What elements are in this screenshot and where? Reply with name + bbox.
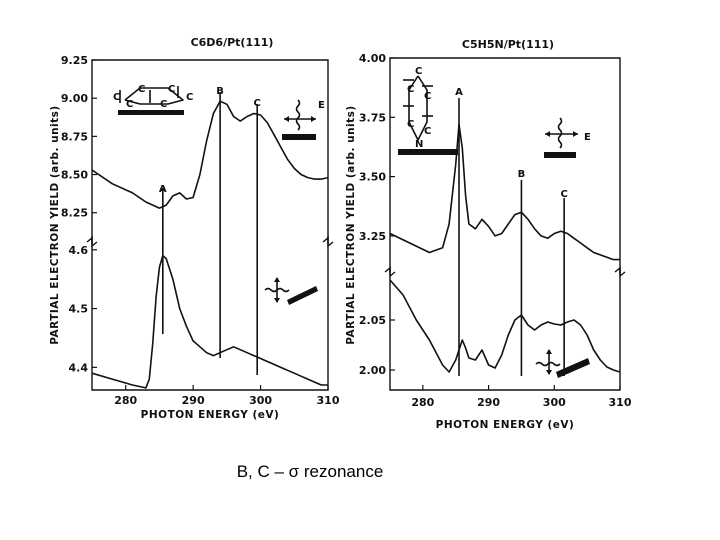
atom-label: C [407,84,414,95]
grazing-incidence-icon [535,349,590,378]
plot-frame-upper [91,59,329,244]
axis-break-right [614,266,626,278]
tick-group: 280 290 300 310 8.25 8.50 8.75 9.00 9.25 4.4 4.5 4.… [61,54,340,407]
photon-wave [535,361,561,367]
y-tick-label: 2.00 [359,364,386,377]
atom-label: C [415,66,422,77]
y-tick-label: 3.75 [359,111,386,124]
x-tick-label: 310 [609,396,632,409]
atom-label: C [407,119,414,130]
panel-title: C5H5N/Pt(111) [462,38,554,51]
y-tick-label: 9.25 [61,54,88,67]
y-tick-label: 4.5 [69,303,89,316]
x-tick-label: 280 [411,396,434,409]
axis-break-left [384,266,396,278]
photon-wave [557,117,563,149]
x-axis-label: PHOTON ENERGY (eV) [141,409,280,421]
e-field-label: E [584,132,591,143]
atom-label: C [113,92,120,103]
normal-incidence-icon: E [282,99,325,140]
normal-incidence-icon: E [544,117,591,158]
spectrum-line-lower [389,279,621,373]
peak-marker-group: A B C [455,87,568,376]
slide-caption: B, C – σ rezonance [236,462,384,481]
y-tick-label: 4.00 [359,52,386,65]
peak-label: C [560,189,567,200]
curve-group [389,123,621,373]
plot-frame-lower [91,236,329,391]
y-tick-label: 4.6 [69,244,89,257]
y-tick-label: 2.05 [359,314,386,327]
y-tick-label: 8.50 [61,169,88,182]
atom-label: C [138,84,145,95]
panel-title: C6D6/Pt(111) [191,36,274,49]
peak-label: A [159,184,167,195]
peak-marker-group: A B C [159,86,261,375]
surface-plate [118,110,184,115]
x-tick-label: 310 [317,394,340,407]
x-axis-label: PHOTON ENERGY (eV) [436,419,575,431]
curve-group [91,100,329,389]
grazing-incidence-icon [264,277,318,305]
photon-wave [264,287,290,293]
surface-plate [282,134,316,140]
atom-label: C [168,84,175,95]
atom-label: C [424,126,431,137]
atom-label: C [186,92,193,103]
y-tick-label: 9.00 [61,92,88,105]
atom-label: C [160,99,167,110]
peak-label: A [455,87,463,98]
y-axis-label: PARTIAL ELECTRON YIELD (arb. units) [49,105,61,344]
surface-plate [287,286,318,305]
pyridine-molecule-inset: C C C C C N [398,66,458,155]
surface-plate [398,149,458,155]
x-tick-label: 290 [182,394,205,407]
y-tick-label: 8.75 [61,130,88,143]
peak-label: B [216,86,224,97]
molecule-ring [124,87,184,105]
spectrum-line-lower [91,254,328,389]
x-tick-label: 280 [114,394,137,407]
atom-label: C [126,99,133,110]
plot-frame-upper [389,57,621,273]
molecule-ring [408,75,428,141]
y-tick-label: 3.50 [359,171,386,184]
atom-label: C [424,91,431,102]
y-tick-label: 4.4 [69,361,89,374]
y-tick-label: 8.25 [61,207,88,220]
x-tick-label: 290 [477,396,500,409]
spectrum-line-upper [389,123,620,261]
x-tick-label: 300 [249,394,272,407]
panel-pyridine: C5H5N/Pt(111) 280 290 300 310 3.25 3.50 3.75 4.… [345,38,632,431]
panel-benzene: C6D6/Pt(111) 280 290 300 310 8.25 8.50 8.75 9.0… [49,36,340,421]
tick-group: 280 290 300 310 3.25 3.50 3.75 4.00 2.00 2.05 [359,52,632,409]
atom-label: N [415,139,423,150]
y-axis-label: PARTIAL ELECTRON YIELD (arb. units) [345,105,357,344]
surface-plate [556,358,590,378]
peak-label: B [518,169,526,180]
spectrum-line-upper [91,100,329,209]
axis-break-right [322,236,334,248]
peak-label: C [254,98,261,109]
plot-frame-lower [389,268,621,391]
surface-plate [544,152,576,158]
axis-break-left [86,236,98,248]
y-tick-label: 3.25 [359,230,386,243]
x-tick-label: 300 [543,396,566,409]
photon-wave [295,99,301,131]
benzene-molecule-inset: C C C C C C [113,84,193,115]
e-field-label: E [318,100,325,111]
